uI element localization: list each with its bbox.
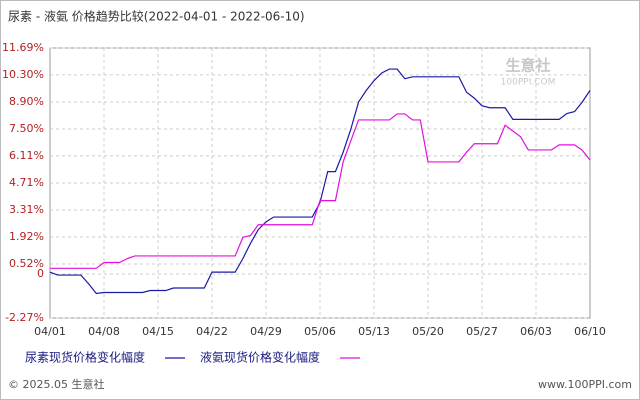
y-tick-label: 3.31%: [9, 203, 44, 216]
series-line: [50, 113, 591, 269]
y-tick-label: 10.30%: [2, 68, 44, 81]
y-tick-label: 0: [37, 267, 44, 280]
y-tick-label: 6.11%: [9, 149, 44, 162]
footer-left: © 2025.05 生意社: [8, 377, 104, 391]
y-tick-label: 0.52%: [9, 257, 44, 270]
x-tick-label: 06/03: [520, 325, 552, 338]
x-tick-label: 04/22: [196, 325, 228, 338]
x-tick-label: 05/20: [412, 325, 444, 338]
x-tick-label: 05/27: [466, 325, 498, 338]
y-tick-label: -2.27%: [5, 311, 44, 324]
y-tick-label: 4.71%: [9, 176, 44, 189]
x-tick-label: 04/15: [142, 325, 174, 338]
y-tick-label: 1.92%: [9, 230, 44, 243]
y-tick-label: 8.90%: [9, 95, 44, 108]
legend-label: 尿素现货价格变化幅度: [25, 350, 145, 365]
y-tick-label: 7.50%: [9, 122, 44, 135]
chart-title: 尿素 - 液氨 价格趋势比较(2022-04-01 - 2022-06-10): [8, 9, 305, 24]
x-tick-label: 05/06: [304, 325, 336, 338]
x-tick-label: 05/13: [358, 325, 390, 338]
x-tick-label: 04/08: [88, 325, 120, 338]
legend-label: 液氨现货价格变化幅度: [200, 350, 320, 365]
y-tick-label: 11.69%: [2, 41, 44, 54]
footer-right: www.100PPI.com: [538, 378, 632, 391]
x-tick-label: 04/01: [34, 325, 66, 338]
watermark: 生意社: [505, 57, 550, 75]
x-tick-label: 04/29: [250, 325, 282, 338]
watermark-site: 100PPI.COM: [501, 78, 556, 88]
x-tick-label: 06/10: [574, 325, 606, 338]
